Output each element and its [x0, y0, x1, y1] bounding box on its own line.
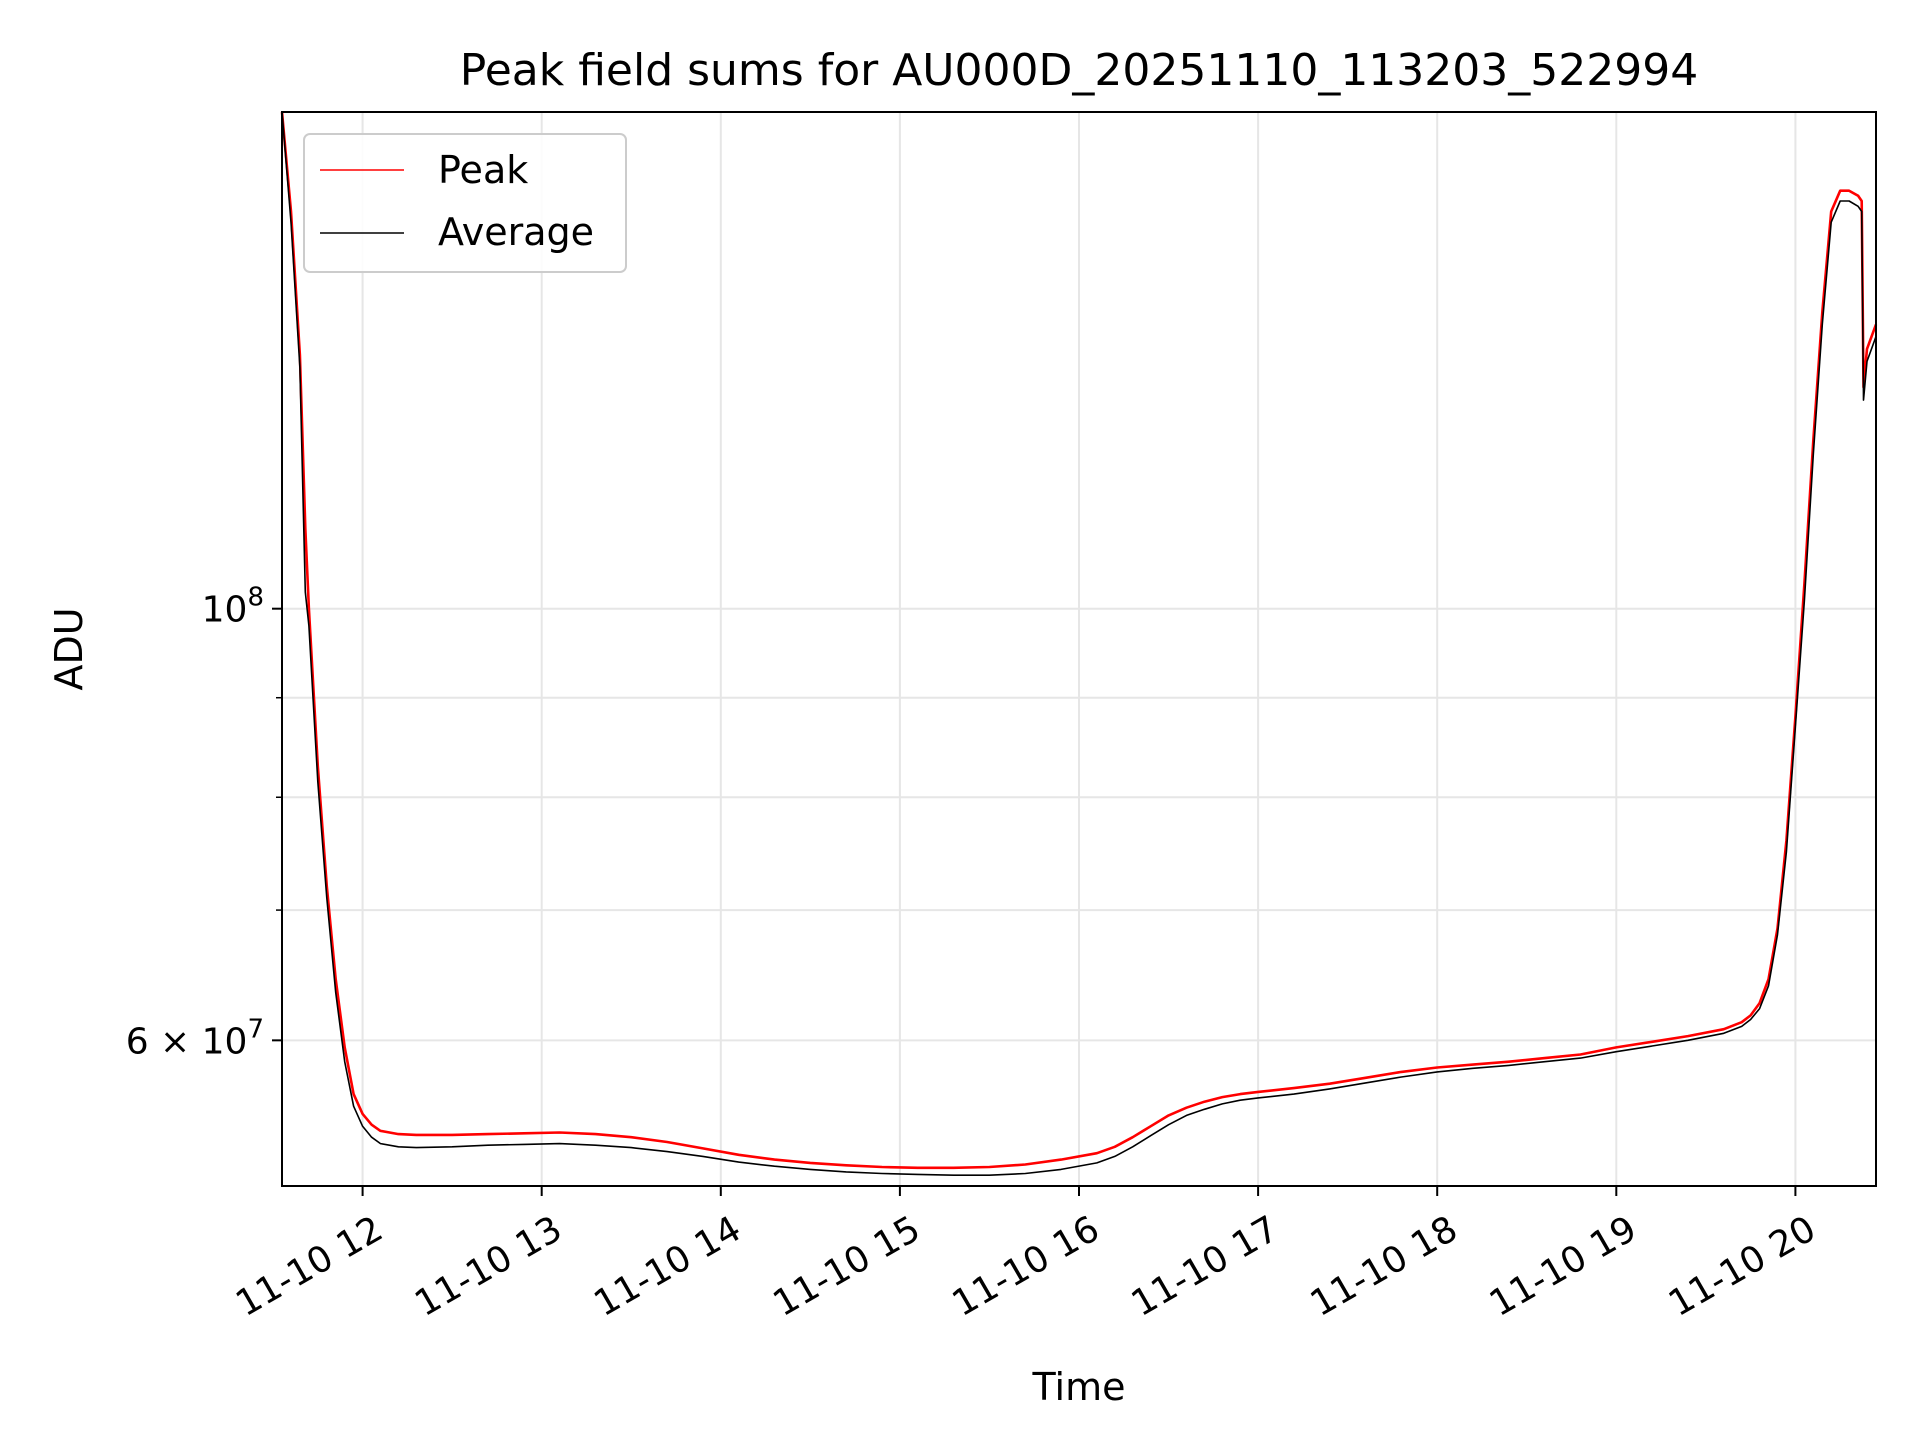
y-tick-label: 6 × 107 [126, 1014, 264, 1062]
legend-label-peak: Peak [438, 148, 528, 192]
grid [282, 112, 1876, 1186]
series-lines [280, 111, 1878, 1176]
series-line-peak [280, 111, 1878, 1170]
y-axis-label: ADU [47, 607, 91, 690]
chart-title: Peak field sums for AU000D_20251110_1132… [460, 45, 1699, 96]
series-line-average [281, 111, 1877, 1176]
legend-label-average: Average [438, 210, 594, 254]
legend-box [303, 133, 627, 273]
y-tick-label: 108 [202, 583, 264, 631]
x-axis-label: Time [1032, 1365, 1126, 1409]
legend: Peak Average [303, 133, 627, 273]
